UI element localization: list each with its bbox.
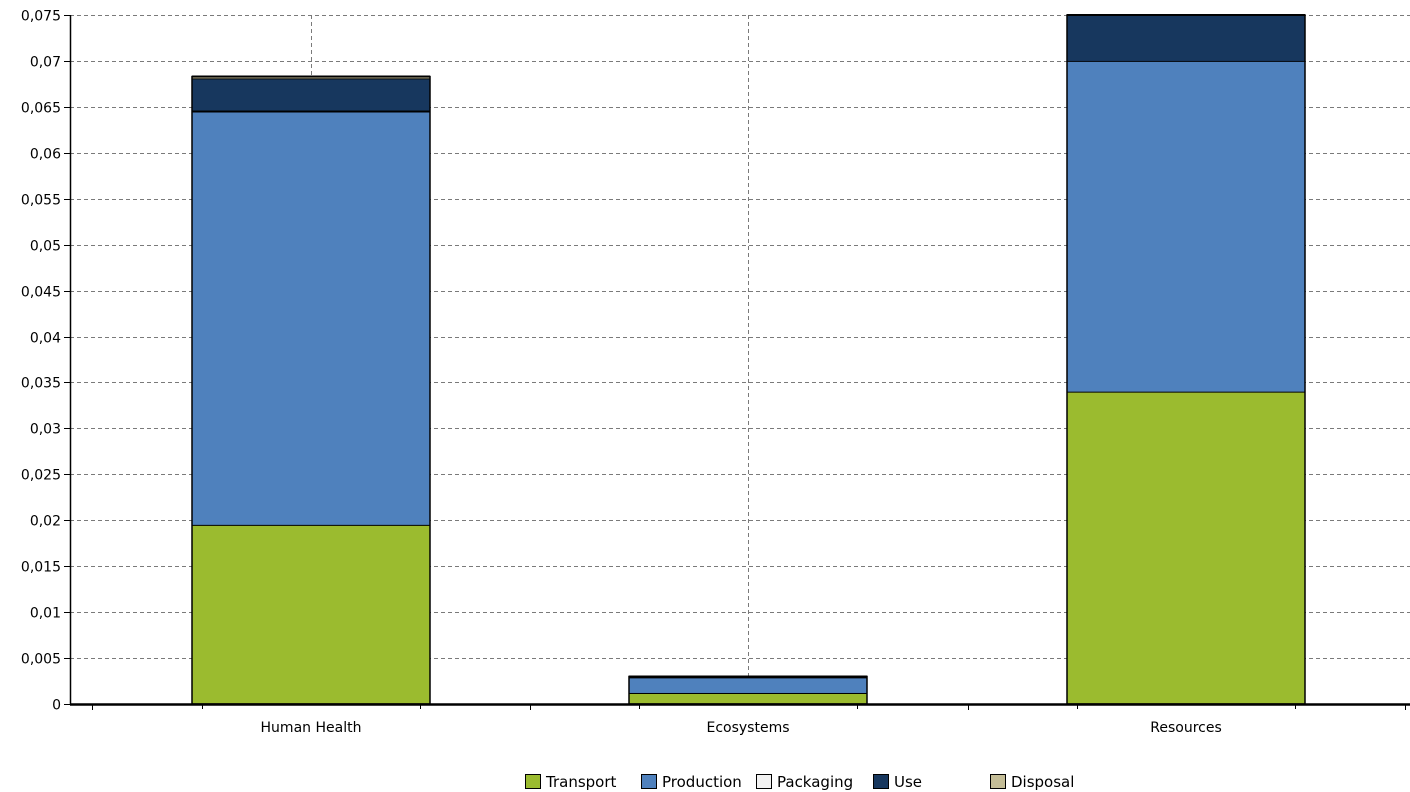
bar-segment-production bbox=[1067, 60, 1305, 392]
x-tick-label: Resources bbox=[1150, 720, 1222, 736]
y-tick-label: 0,065 bbox=[21, 101, 61, 117]
legend-item-packaging: Packaging bbox=[756, 773, 853, 791]
bar-segment-production bbox=[629, 677, 867, 693]
bar-segment-use bbox=[192, 78, 430, 111]
axes: 0 0,005 0,01 0,015 0,02 0,025 0,03 0,035 0,04 0,0… bbox=[21, 9, 1410, 736]
bar-segment-production bbox=[192, 111, 430, 525]
legend-label: Disposal bbox=[1011, 773, 1074, 791]
legend-swatch bbox=[756, 774, 772, 789]
legend-label: Production bbox=[662, 773, 742, 791]
legend-item-use: Use bbox=[873, 773, 922, 791]
y-tick-label: 0,04 bbox=[30, 331, 61, 347]
y-tick-label: 0,015 bbox=[21, 560, 61, 576]
bar-segment-use bbox=[1067, 15, 1305, 61]
legend-item-production: Production bbox=[641, 773, 742, 791]
y-tick-label: 0,06 bbox=[30, 147, 61, 163]
y-tick-label: 0,055 bbox=[21, 193, 61, 209]
y-tick-label: 0,005 bbox=[21, 652, 61, 668]
x-tick-label: Human Health bbox=[261, 720, 362, 736]
y-tick-label: 0,03 bbox=[30, 422, 61, 438]
legend-item-disposal: Disposal bbox=[990, 773, 1074, 791]
legend-swatch bbox=[525, 774, 541, 789]
legend-label: Use bbox=[894, 773, 922, 791]
x-tick-label: Ecosystems bbox=[706, 720, 789, 736]
y-tick-label: 0 bbox=[52, 698, 61, 714]
legend: Transport Production Packaging Use Disposal bbox=[525, 773, 1074, 791]
legend-label: Packaging bbox=[777, 773, 853, 791]
bar-segment-transport bbox=[1067, 391, 1305, 704]
y-tick-label: 0,07 bbox=[30, 55, 61, 71]
y-tick-label: 0,05 bbox=[30, 239, 61, 255]
y-tick-label: 0,025 bbox=[21, 468, 61, 484]
y-tick-label: 0,075 bbox=[21, 9, 61, 25]
y-tick-label: 0,045 bbox=[21, 285, 61, 301]
bar-segment-transport bbox=[629, 692, 867, 704]
y-tick-label: 0,02 bbox=[30, 514, 61, 530]
bars bbox=[191, 14, 1306, 705]
y-tick-label: 0,035 bbox=[21, 376, 61, 392]
y-tick-label: 0,01 bbox=[30, 606, 61, 622]
legend-swatch bbox=[873, 774, 889, 789]
legend-item-transport: Transport bbox=[525, 773, 617, 791]
bar-segment-transport bbox=[192, 524, 430, 704]
legend-swatch bbox=[641, 774, 657, 789]
legend-label: Transport bbox=[545, 773, 617, 791]
legend-swatch bbox=[990, 774, 1006, 789]
